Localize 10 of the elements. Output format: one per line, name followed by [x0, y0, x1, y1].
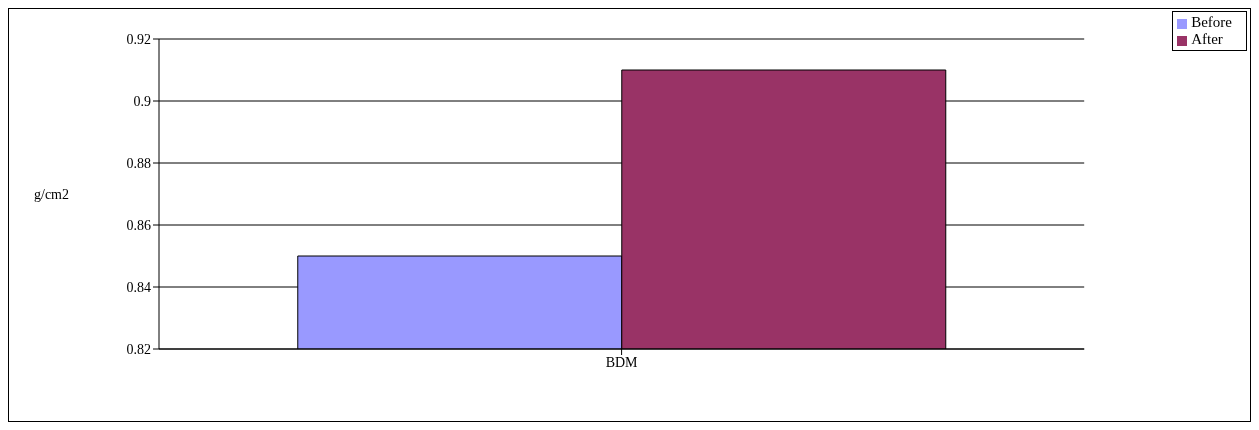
legend-label: After [1191, 31, 1223, 47]
y-tick-label: 0.82 [126, 341, 151, 357]
y-tick-label: 0.88 [126, 155, 151, 171]
y-tick-label: 0.84 [126, 279, 151, 295]
x-tick-label: BDM [605, 354, 639, 370]
y-tick-label: 0.92 [126, 31, 151, 47]
legend-label: Before [1191, 14, 1232, 30]
y-tick-label: 0.86 [126, 217, 151, 233]
y-axis-title: g/cm2 [34, 186, 69, 202]
y-tick-label: 0.9 [133, 93, 151, 109]
